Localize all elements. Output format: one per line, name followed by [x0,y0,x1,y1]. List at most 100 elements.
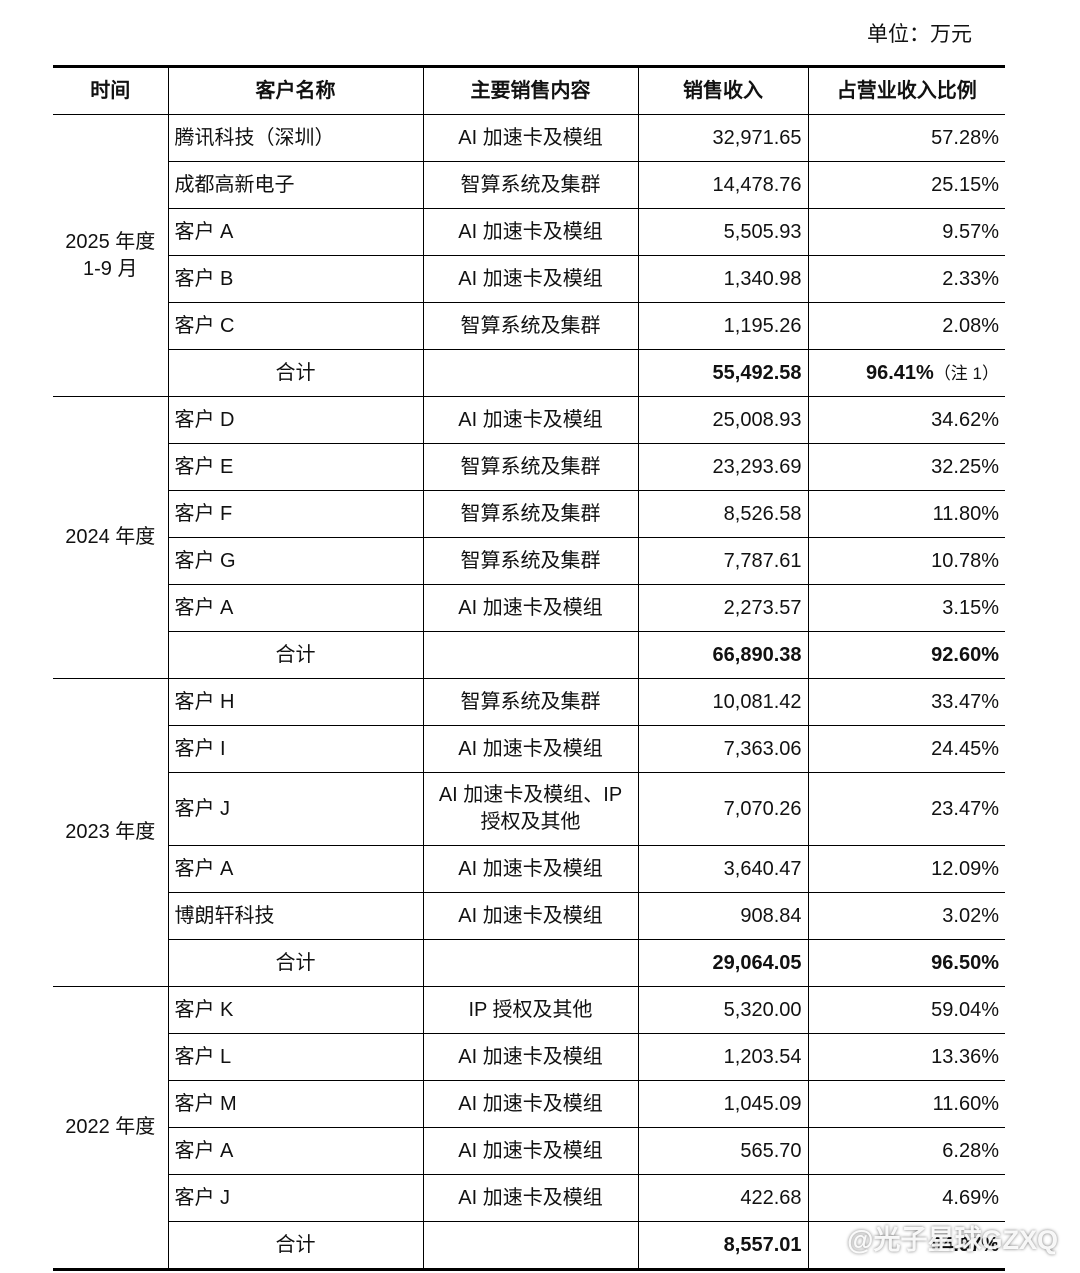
total-ratio: 94.97% [931,1233,999,1256]
data-row: 客户 A AI 加速卡及模组 3,640.47 12.09% [53,845,1005,893]
sales-content: 智算系统及集群 [422,490,639,538]
customer-name: 客户 B [168,255,424,303]
data-row: 客户 M AI 加速卡及模组 1,045.09 11.60% [53,1080,1005,1128]
revenue-ratio: 3.02% [807,892,1005,940]
customer-name: 客户 L [168,1033,424,1081]
sales-revenue: 2,273.57 [637,584,809,632]
sales-content: AI 加速卡及模组 [422,584,639,632]
sales-revenue: 7,070.26 [637,772,809,846]
header-cell: 占营业收入比例 [807,66,1005,115]
data-row: 客户 L AI 加速卡及模组 1,203.54 13.36% [53,1033,1005,1081]
sales-revenue: 10,081.42 [637,678,809,726]
customer-name: 客户 A [168,1127,424,1175]
data-row: 客户 J AI 加速卡及模组、IP 授权及其他 7,070.26 23.47% [53,772,1005,846]
sales-revenue: 5,505.93 [637,208,809,256]
watermark: @光子星球GZXQ [847,1225,1058,1255]
data-row: 客户 B AI 加速卡及模组 1,340.98 2.33% [53,255,1005,303]
sales-revenue: 1,195.26 [637,302,809,350]
customer-name: 客户 F [168,490,424,538]
revenue-ratio: 4.69% [807,1174,1005,1222]
data-row: 2024 年度 客户 D AI 加速卡及模组 25,008.93 34.62% [53,396,1005,679]
customer-name: 客户 C [168,302,424,350]
data-row: 2023 年度 客户 H 智算系统及集群 10,081.42 33.47% [53,678,1005,987]
sales-content: AI 加速卡及模组 [422,845,639,893]
customer-name: 客户 G [168,537,424,585]
data-row: 客户 G 智算系统及集群 7,787.61 10.78% [53,537,1005,585]
sales-content: AI 加速卡及模组 [422,1127,639,1175]
period-line: 1-9 月 [83,257,138,280]
data-row: 客户 I AI 加速卡及模组 7,363.06 24.45% [53,725,1005,773]
sales-content: 智算系统及集群 [422,678,639,726]
total-sales: 66,890.38 [637,631,809,679]
empty-cell [422,939,639,987]
total-row: 合计 55,492.58 96.41%（注 1） [53,349,1005,397]
customer-name: 客户 D [167,396,424,444]
revenue-ratio: 2.08% [807,302,1005,350]
sales-content: 智算系统及集群 [422,302,639,350]
sales-revenue: 25,008.93 [637,396,809,444]
period-cell: 2022 年度 [53,986,169,1270]
total-row: 合计 8,557.01 94.97% [53,1221,1005,1270]
sales-content: 智算系统及集群 [422,443,639,491]
revenue-ratio: 34.62% [807,396,1005,444]
data-row: 2025 年度 1-9 月腾讯科技（深圳） AI 加速卡及模组 32,971.65 57… [53,114,1005,397]
data-row: 客户 A AI 加速卡及模组 5,505.93 9.57% [53,208,1005,256]
revenue-ratio: 6.28% [807,1127,1005,1175]
period-cell: 2024 年度 [53,396,169,679]
revenue-ratio: 57.28% [807,114,1005,162]
sales-content: 智算系统及集群 [422,161,639,209]
total-ratio-cell: 96.50% [807,939,1005,987]
data-row: 2022 年度 客户 K IP 授权及其他 5,320.00 59.04% [53,986,1005,1270]
total-ratio-cell: 96.41%（注 1） [807,349,1005,397]
data-row: 客户 A AI 加速卡及模组 565.70 6.28% [53,1127,1005,1175]
sales-revenue: 32,971.65 [637,114,809,162]
sales-revenue: 1,340.98 [637,255,809,303]
sales-revenue: 14,478.76 [637,161,809,209]
customer-name: 客户 K [167,986,424,1034]
customer-name: 客户 E [168,443,424,491]
revenue-ratio: 3.15% [807,584,1005,632]
customer-name: 客户 M [168,1080,424,1128]
data-row: 客户 C 智算系统及集群 1,195.26 2.08% [53,302,1005,350]
sales-content: AI 加速卡及模组 [422,892,639,940]
total-label: 合计 [168,631,424,679]
revenue-ratio: 12.09% [807,845,1005,893]
sales-content: AI 加速卡及模组、IP 授权及其他 [422,772,639,846]
revenue-ratio: 2.33% [807,255,1005,303]
revenue-ratio: 10.78% [807,537,1005,585]
sales-revenue: 8,526.58 [637,490,809,538]
total-label: 合计 [168,1221,424,1270]
revenue-ratio: 25.15% [807,161,1005,209]
data-row: 客户 F 智算系统及集群 8,526.58 11.80% [53,490,1005,538]
total-ratio: 92.60% [931,643,999,666]
revenue-ratio: 23.47% [807,772,1005,846]
period-line: 2022 年度 [65,1116,156,1138]
period-line: 2025 年度 [65,230,156,253]
revenue-ratio: 9.57% [807,208,1005,256]
sales-revenue: 7,787.61 [637,537,809,585]
header-cell: 主要销售内容 [422,66,639,115]
sales-content: AI 加速卡及模组 [422,114,639,162]
sales-revenue: 908.84 [637,892,809,940]
customer-name: 客户 J [168,1174,424,1222]
customer-name: 客户 A [168,584,424,632]
total-label: 合计 [168,349,424,397]
sales-content: IP 授权及其他 [422,986,639,1034]
total-ratio-cell: 92.60% [807,631,1005,679]
sales-content: AI 加速卡及模组 [422,396,639,444]
data-row: 博朗轩科技 AI 加速卡及模组 908.84 3.02% [53,892,1005,940]
sales-revenue: 5,320.00 [637,986,809,1034]
customer-table: 时间 客户名称 主要销售内容 销售收入 占营业收入比例 2025 年度 1-9 月 腾讯科技… [53,65,1005,1271]
sales-revenue: 3,640.47 [637,845,809,893]
period-cell: 2025 年度 1-9 月 [53,114,169,397]
empty-cell [422,1221,639,1270]
sales-revenue: 1,045.09 [637,1080,809,1128]
sales-content: AI 加速卡及模组 [422,255,639,303]
customer-name: 客户 I [168,725,424,773]
sales-revenue: 1,203.54 [637,1033,809,1081]
total-ratio: 96.41% [865,361,934,384]
customer-name: 客户 A [168,208,424,256]
empty-cell [422,349,639,397]
total-label: 合计 [168,939,424,987]
